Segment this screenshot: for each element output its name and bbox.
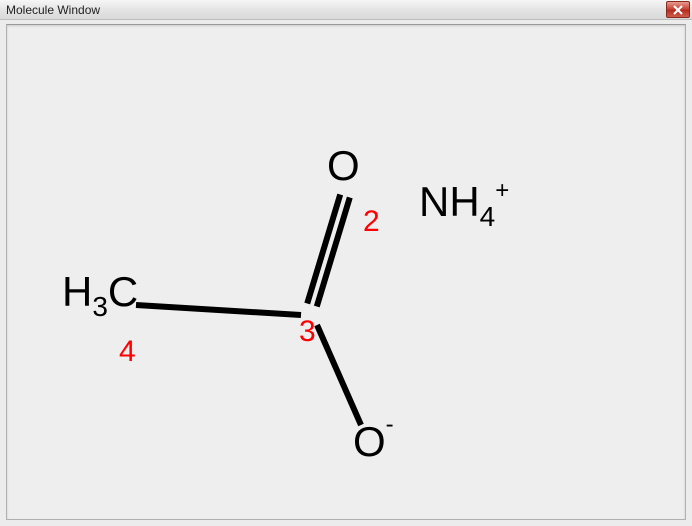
atom-number-2: 2: [363, 205, 380, 239]
molecule-window: Molecule Window O NH4+ H3C: [0, 0, 692, 526]
atom-number-3: 3: [299, 315, 316, 349]
atom-o-minus: O-: [353, 421, 394, 463]
window-title: Molecule Window: [6, 3, 100, 17]
close-button[interactable]: [666, 1, 690, 18]
close-icon: [673, 5, 683, 15]
molecule-canvas[interactable]: O NH4+ H3C O- 2 3 4: [7, 25, 685, 519]
atom-o-top: O: [327, 145, 360, 187]
titlebar: Molecule Window: [0, 0, 692, 20]
atom-nh4: NH4+: [419, 181, 509, 227]
atom-h3c: H3C: [62, 271, 138, 317]
canvas-frame: O NH4+ H3C O- 2 3 4: [6, 24, 686, 520]
atom-number-4: 4: [119, 335, 136, 369]
